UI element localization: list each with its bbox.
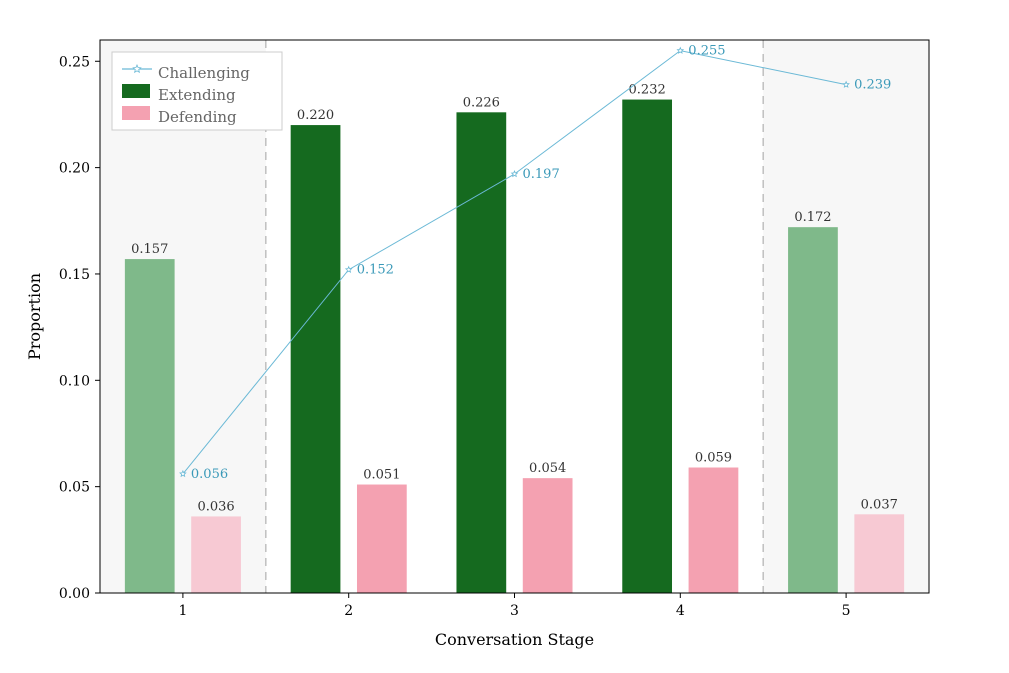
y-tick-label: 0.25 <box>59 54 90 70</box>
y-axis-label: Proportion <box>25 273 44 360</box>
bar-value-label: 0.172 <box>794 210 831 225</box>
line-value-label: 0.197 <box>523 167 560 182</box>
bar-value-label: 0.037 <box>861 497 898 512</box>
bar-extending <box>291 125 341 593</box>
x-tick-label: 1 <box>178 603 187 619</box>
bar-value-label: 0.157 <box>131 242 168 257</box>
bar-defending <box>357 485 407 593</box>
y-tick-label: 0.00 <box>59 586 90 602</box>
y-tick-label: 0.15 <box>59 267 90 283</box>
bar-value-label: 0.054 <box>529 461 566 476</box>
x-tick-label: 4 <box>676 603 685 619</box>
y-tick-label: 0.20 <box>59 161 90 177</box>
line-value-label: 0.152 <box>357 263 394 278</box>
bar-extending <box>125 259 175 593</box>
line-value-label: 0.056 <box>191 467 228 482</box>
legend-swatch-rect <box>122 84 150 98</box>
bar-extending <box>622 100 672 593</box>
y-tick-label: 0.10 <box>59 373 90 389</box>
bar-value-label: 0.226 <box>463 95 500 110</box>
bar-defending <box>191 516 241 593</box>
line-value-label: 0.239 <box>854 78 891 93</box>
bar-defending <box>689 468 739 593</box>
chart-container: 0.1570.2200.2260.2320.1720.0360.0510.054… <box>0 0 1009 673</box>
bar-extending <box>788 227 838 593</box>
bar-value-label: 0.036 <box>197 499 234 514</box>
legend-label: Challenging <box>158 64 250 82</box>
legend-label: Extending <box>158 86 236 104</box>
line-value-label: 0.255 <box>688 44 725 59</box>
bar-value-label: 0.051 <box>363 468 400 483</box>
proportion-chart: 0.1570.2200.2260.2320.1720.0360.0510.054… <box>0 0 1009 673</box>
bar-value-label: 0.059 <box>695 451 732 466</box>
bar-defending <box>523 478 573 593</box>
bar-defending <box>854 514 904 593</box>
x-tick-label: 2 <box>344 603 353 619</box>
legend-label: Defending <box>158 108 237 126</box>
x-tick-label: 3 <box>510 603 519 619</box>
legend-swatch-rect <box>122 106 150 120</box>
y-tick-label: 0.05 <box>59 480 90 496</box>
x-tick-label: 5 <box>842 603 851 619</box>
bar-value-label: 0.220 <box>297 108 334 123</box>
bar-extending <box>456 112 506 593</box>
x-axis-label: Conversation Stage <box>435 630 594 649</box>
